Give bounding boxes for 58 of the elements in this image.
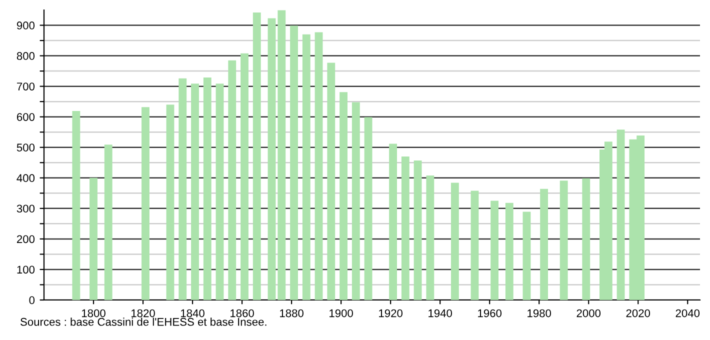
bar [560, 180, 568, 300]
x-tick-label: 2000 [576, 309, 601, 318]
bar [302, 34, 310, 300]
y-tick-label: 0 [29, 296, 35, 304]
bar [268, 18, 276, 300]
source-note: Sources : base Cassini de l'EHESS et base Insee. [20, 318, 266, 326]
bar [166, 104, 174, 300]
x-tick-label: 1860 [230, 309, 254, 318]
bar [252, 12, 261, 300]
bar [401, 156, 410, 300]
bar [352, 102, 360, 300]
bar [389, 144, 397, 300]
bar [582, 178, 590, 300]
x-tick-label: 1900 [330, 309, 353, 318]
bar [364, 117, 372, 300]
y-tick-label: 800 [16, 52, 35, 60]
x-tick-label: 1800 [82, 309, 106, 318]
bar [72, 111, 80, 300]
x-tick-label: 1880 [280, 309, 304, 318]
bar [616, 130, 625, 300]
x-tick-label: 1820 [132, 309, 155, 318]
bar [290, 26, 298, 300]
bar [203, 77, 212, 300]
bar [522, 212, 531, 300]
bar [414, 160, 422, 300]
bar [104, 144, 112, 300]
bar [450, 182, 459, 300]
bar [90, 178, 98, 300]
x-tick-label: 1960 [478, 309, 502, 318]
y-tick-label: 600 [17, 113, 35, 121]
bar [327, 62, 336, 300]
bar [490, 200, 498, 300]
y-tick-label: 300 [16, 204, 35, 213]
bar [216, 84, 224, 300]
y-tick-label: 500 [16, 144, 35, 152]
y-tick-label: 200 [16, 235, 35, 244]
x-tick-label: 1920 [379, 309, 402, 318]
x-tick-label: 2020 [626, 309, 650, 318]
bar [314, 32, 323, 300]
bar [178, 78, 187, 300]
bar [540, 188, 548, 300]
bar [240, 53, 248, 300]
bar [278, 10, 286, 300]
bar [340, 92, 348, 300]
x-tick-label: 1840 [181, 309, 204, 318]
x-tick-label: 1980 [528, 309, 552, 318]
y-tick-label: 400 [16, 174, 35, 182]
bar [470, 190, 479, 300]
bar [426, 175, 434, 300]
y-tick-label: 700 [17, 82, 35, 90]
y-tick-label: 100 [17, 266, 35, 274]
bar [191, 84, 199, 300]
bar [142, 107, 150, 300]
x-tick-label: 1940 [428, 309, 452, 318]
y-tick-label: 900 [16, 22, 35, 30]
bar [228, 60, 236, 300]
x-tick-label: 2040 [676, 309, 700, 318]
bar [505, 202, 514, 300]
